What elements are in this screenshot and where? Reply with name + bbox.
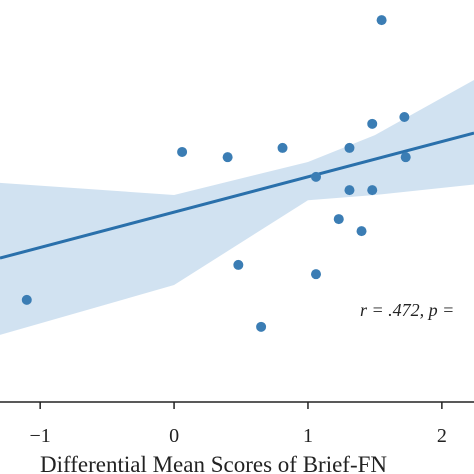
data-point (277, 142, 288, 153)
data-point (233, 259, 244, 270)
data-point (333, 214, 344, 225)
data-point (344, 142, 355, 153)
data-point (222, 152, 233, 163)
regression-line (0, 131, 474, 260)
data-point (376, 15, 387, 26)
data-point (344, 185, 355, 196)
data-point (311, 269, 321, 280)
data-point (400, 152, 411, 163)
data-point (367, 185, 378, 196)
confidence-band (0, 79, 474, 335)
x-tick-label: 2 (437, 425, 447, 447)
data-point (256, 321, 267, 332)
x-tick-label: 1 (303, 425, 313, 447)
data-point (177, 146, 188, 157)
data-point (311, 171, 321, 182)
annotation: r = .472, p = (360, 300, 454, 320)
data-point (356, 226, 367, 237)
data-point (367, 118, 378, 129)
x-axis-label: Differential Mean Scores of Brief-FN (40, 452, 387, 474)
data-point (399, 111, 410, 122)
data-point (21, 294, 32, 305)
x-tick-label: −1 (30, 425, 51, 447)
x-tick-label: 0 (169, 425, 179, 447)
